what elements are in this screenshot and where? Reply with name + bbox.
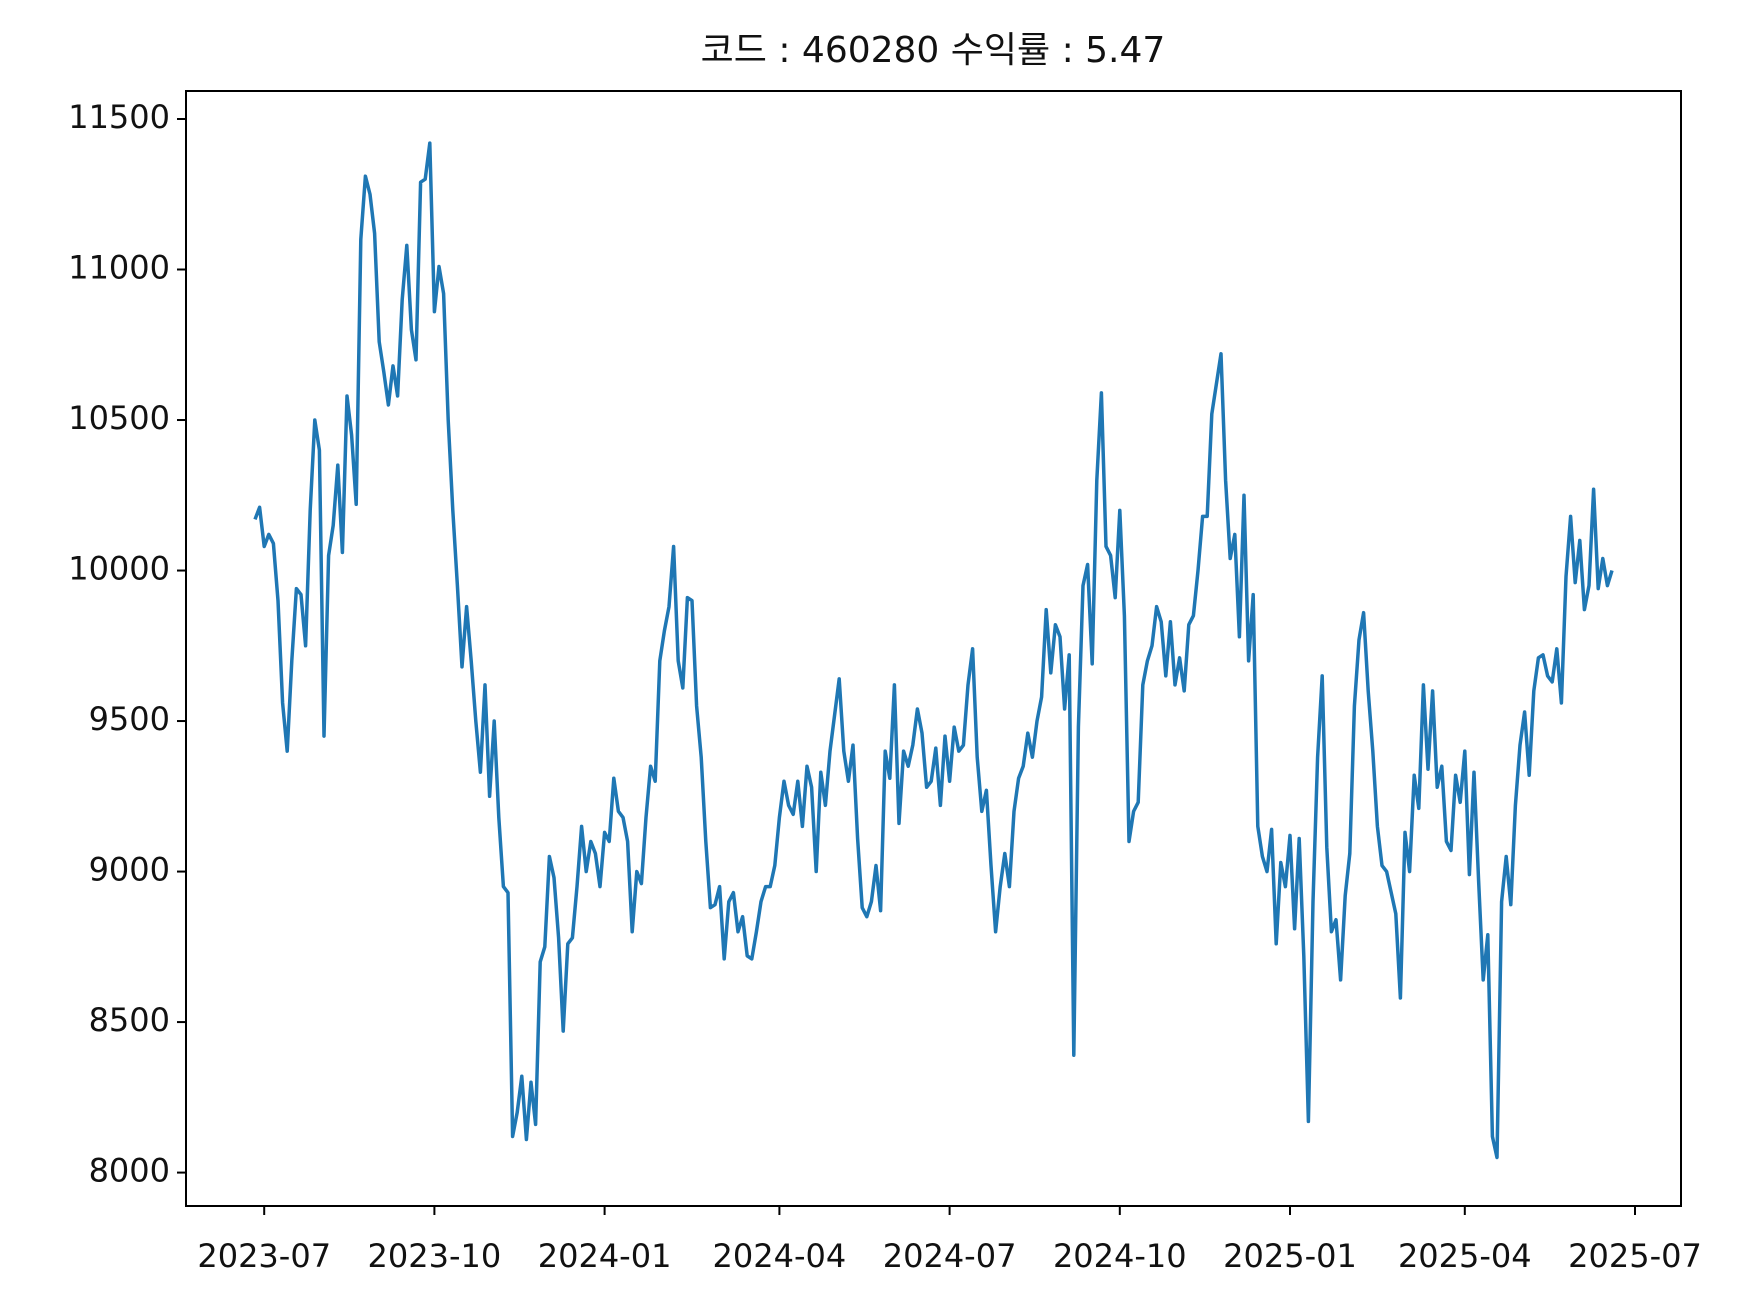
x-tick-label: 2025-07	[1568, 1237, 1702, 1275]
x-tick-label: 2024-07	[883, 1237, 1017, 1275]
y-tick-label: 9500	[89, 700, 170, 738]
x-tick-label: 2025-04	[1398, 1237, 1532, 1275]
x-tick-label: 2024-10	[1053, 1237, 1187, 1275]
x-tick-label: 2023-07	[197, 1237, 331, 1275]
x-tick-label: 2025-01	[1223, 1237, 1357, 1275]
chart-title: 코드 : 460280 수익률 : 5.47	[701, 30, 1166, 71]
x-tick-label: 2024-04	[713, 1237, 847, 1275]
y-tick-label: 8000	[89, 1152, 170, 1190]
axes-frame	[185, 90, 1682, 1207]
y-tick-label: 10000	[68, 550, 170, 588]
y-tick-label: 10500	[68, 399, 170, 437]
x-tick-label: 2023-10	[368, 1237, 502, 1275]
x-tick-label: 2024-01	[538, 1237, 672, 1275]
y-tick-label: 11000	[68, 249, 170, 287]
y-tick-label: 8500	[89, 1001, 170, 1039]
price-line	[253, 141, 1614, 1160]
y-tick-label: 9000	[89, 851, 170, 889]
y-tick-label: 11500	[68, 98, 170, 136]
